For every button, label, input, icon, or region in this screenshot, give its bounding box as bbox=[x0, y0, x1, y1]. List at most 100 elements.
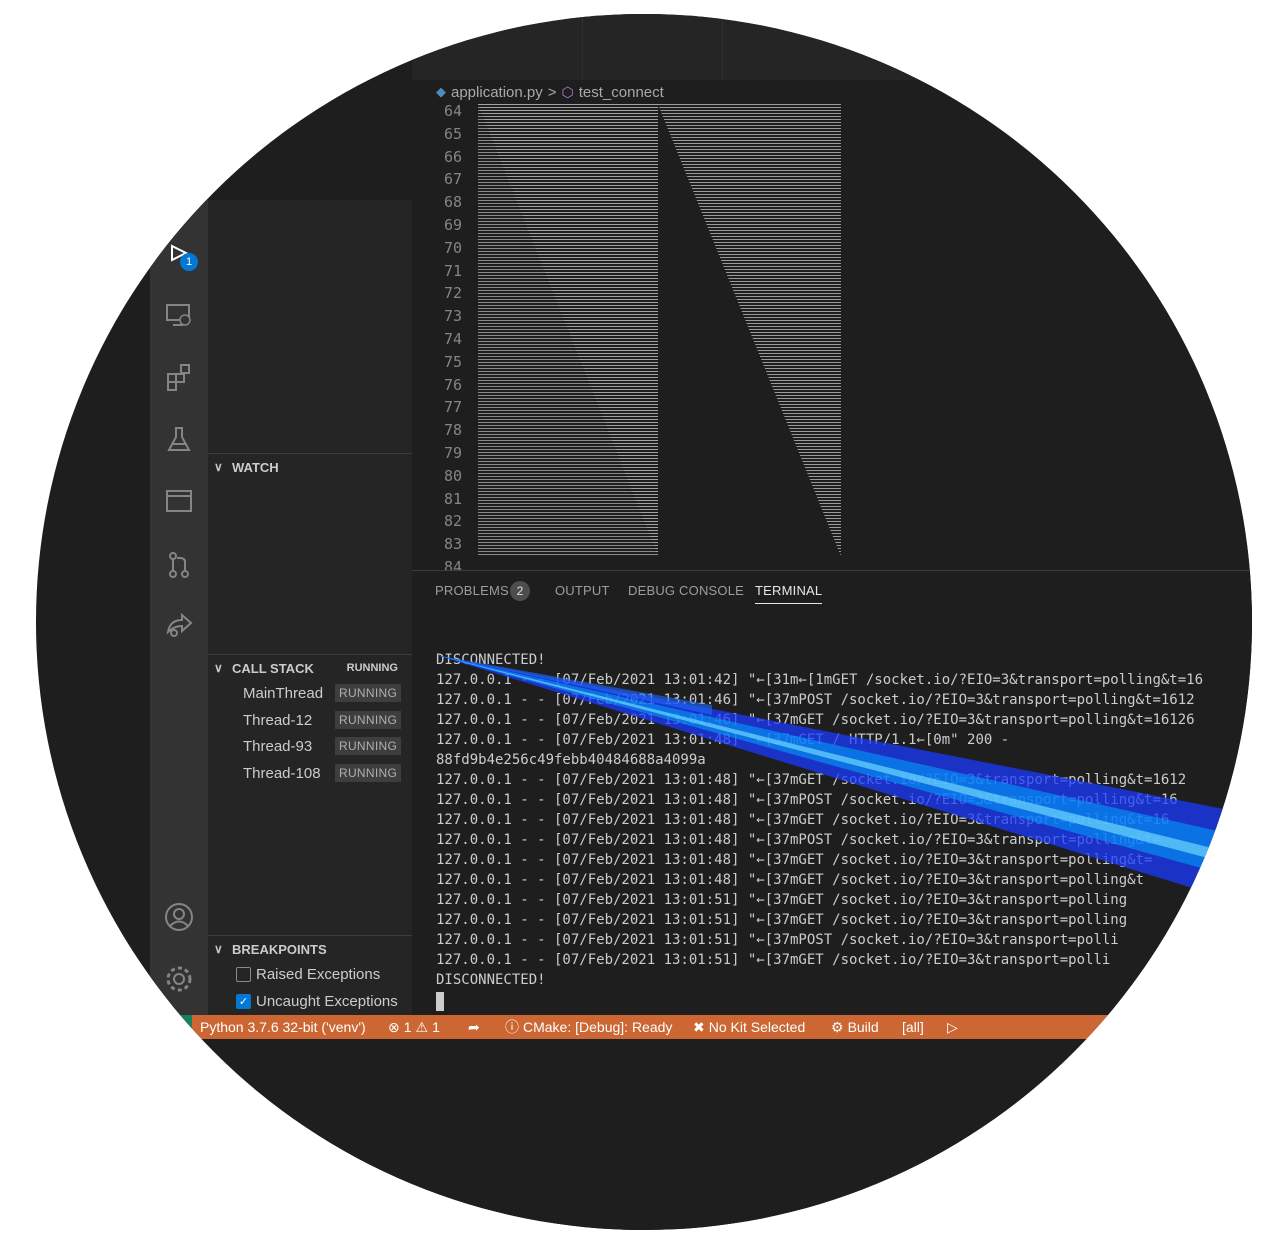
terminal-line: 127.0.0.1 - - [07/Feb/2021 13:01:42] "←[… bbox=[436, 672, 1204, 688]
thread-row[interactable]: MainThread RUNNING bbox=[208, 680, 412, 706]
debug-badge: 1 bbox=[180, 253, 198, 271]
live-share-icon[interactable] bbox=[162, 608, 196, 642]
breadcrumb-symbol[interactable]: test_connect bbox=[578, 83, 664, 101]
info-icon: ⓘ bbox=[505, 1019, 519, 1035]
terminal-line: 127.0.0.1 - - [07/Feb/2021 13:01:51] "←[… bbox=[436, 932, 1119, 948]
line-number: 75 bbox=[443, 352, 462, 371]
remote-explorer-icon[interactable] bbox=[162, 298, 196, 332]
chevron-down-icon: ∨ bbox=[214, 661, 223, 675]
thread-state: RUNNING bbox=[335, 711, 402, 729]
line-number: 77 bbox=[443, 398, 462, 417]
tab-problems[interactable]: PROBLEMS bbox=[435, 583, 509, 598]
thread-name: MainThread bbox=[243, 684, 324, 702]
line-number: 70 bbox=[443, 238, 462, 257]
breakpoints-title: BREAKPOINTS bbox=[232, 941, 327, 957]
editor-tab-strip bbox=[412, 14, 1252, 80]
terminal-line: 127.0.0.1 - - [07/Feb/2021 13:01:51] "←[… bbox=[436, 952, 1111, 968]
call-stack-section-header[interactable]: ∨ CALL STACK RUNNING bbox=[208, 654, 412, 681]
panel-tab-bar bbox=[412, 570, 1252, 616]
line-number: 69 bbox=[443, 216, 462, 234]
run-debug-icon[interactable] bbox=[162, 236, 196, 270]
python-file-icon: ◆ bbox=[436, 84, 446, 99]
breakpoint-raised-exceptions[interactable]: Raised Exceptions bbox=[208, 961, 412, 987]
chevron-down-icon: ∨ bbox=[214, 942, 223, 956]
line-number: 80 bbox=[443, 466, 462, 485]
breadcrumb: ◆ application.py > ⬡ test_connect bbox=[436, 80, 664, 104]
line-number: 68 bbox=[443, 193, 462, 212]
debug-sidebar bbox=[208, 200, 412, 1015]
error-icon: ⊗ bbox=[388, 1018, 400, 1035]
line-number: 76 bbox=[443, 375, 462, 394]
thread-row[interactable]: Thread-108 RUNNING bbox=[208, 760, 412, 786]
thread-name: Thread-108 bbox=[243, 764, 321, 782]
terminal-line: 127.0.0.1 - - [07/Feb/2021 13:01:48] "←[… bbox=[436, 812, 1170, 828]
line-number: 82 bbox=[443, 512, 462, 531]
glitched-code-area bbox=[478, 104, 841, 555]
line-number: 65 bbox=[443, 124, 462, 143]
cmake-status[interactable]: ⓘ CMake: [Debug]: Ready bbox=[505, 1015, 672, 1039]
chevron-right-icon: > bbox=[547, 83, 557, 101]
breakpoint-uncaught-exceptions[interactable]: ✓ Uncaught Exceptions bbox=[208, 988, 412, 1014]
error-count: 1 bbox=[403, 1019, 412, 1035]
thread-state: RUNNING bbox=[335, 764, 402, 782]
terminal-line: 127.0.0.1 - - [07/Feb/2021 13:01:48] "←[… bbox=[436, 732, 1010, 748]
remote-indicator[interactable] bbox=[150, 1015, 192, 1039]
line-number: 73 bbox=[443, 307, 462, 326]
thread-name: Thread-93 bbox=[243, 737, 313, 755]
watch-section-header[interactable]: ∨ WATCH bbox=[208, 453, 412, 480]
terminal-line: 127.0.0.1 - - [07/Feb/2021 13:01:48] "←[… bbox=[436, 832, 1161, 848]
thread-state: RUNNING bbox=[335, 684, 402, 702]
terminal-line: 127.0.0.1 - - [07/Feb/2021 13:01:51] "←[… bbox=[436, 892, 1128, 908]
settings-gear-icon[interactable] bbox=[162, 962, 196, 996]
live-share-status-icon[interactable]: ➦ bbox=[468, 1018, 480, 1035]
activity-bar bbox=[150, 200, 208, 1015]
python-interpreter[interactable]: Python 3.7.6 32-bit ('venv') bbox=[200, 1019, 366, 1035]
breadcrumb-file[interactable]: application.py bbox=[451, 83, 543, 101]
warning-icon: ⚠ bbox=[415, 1018, 429, 1035]
tab-terminal[interactable]: TERMINAL bbox=[755, 583, 823, 604]
call-stack-state: RUNNING bbox=[346, 662, 398, 674]
terminal-line: 127.0.0.1 - - [07/Feb/2021 13:01:48] "←[… bbox=[436, 772, 1187, 788]
line-number: 72 bbox=[443, 284, 462, 303]
tab-debug-console[interactable]: DEBUG CONSOLE bbox=[628, 583, 745, 598]
run-icon[interactable]: ▷ bbox=[947, 1018, 958, 1035]
window-icon[interactable] bbox=[162, 484, 196, 518]
thread-row[interactable]: Thread-93 RUNNING bbox=[208, 733, 412, 759]
method-cube-icon: ⬡ bbox=[561, 83, 574, 100]
extensions-icon[interactable] bbox=[162, 360, 196, 394]
terminal-line: 88fd9b4e256c49febb40484688a4099a bbox=[436, 752, 706, 768]
kit-status[interactable]: ✖ No Kit Selected bbox=[693, 1015, 805, 1039]
thread-row[interactable]: Thread-12 RUNNING bbox=[208, 707, 412, 733]
source-control-icon[interactable] bbox=[162, 548, 196, 582]
line-number: 64 bbox=[443, 102, 462, 120]
terminal-line: DISCONNECTED! bbox=[436, 652, 546, 668]
line-number: 81 bbox=[443, 489, 462, 508]
terminal-line: 127.0.0.1 - - [07/Feb/2021 13:01:48] "←[… bbox=[436, 852, 1153, 868]
build-target[interactable]: [all] bbox=[902, 1019, 924, 1035]
account-icon[interactable] bbox=[162, 900, 196, 934]
build-label: Build bbox=[847, 1019, 879, 1035]
watch-title: WATCH bbox=[232, 459, 279, 475]
breakpoints-section-header[interactable]: ∨ BREAKPOINTS bbox=[208, 935, 412, 962]
status-bar: Python 3.7.6 32-bit ('venv') ⊗ 1 ⚠ 1 ➦ ⓘ… bbox=[150, 1015, 1252, 1039]
terminal-cursor bbox=[436, 992, 444, 1011]
terminal-line: 127.0.0.1 - - [07/Feb/2021 13:01:48] "←[… bbox=[436, 792, 1178, 808]
vscode-window-circle: 1 ∨ WATCH ∨ CALL STACK RUNNING MainThrea… bbox=[36, 14, 1252, 1230]
warning-count: 1 bbox=[432, 1019, 440, 1035]
testing-icon[interactable] bbox=[162, 422, 196, 456]
line-number: 74 bbox=[443, 330, 462, 348]
problems-count-badge: 2 bbox=[510, 581, 530, 601]
terminal-line: DISCONNECTED! bbox=[436, 972, 546, 988]
line-number: 83 bbox=[443, 535, 462, 554]
checkbox[interactable] bbox=[236, 966, 251, 982]
tab-output[interactable]: OUTPUT bbox=[555, 583, 610, 598]
build-button[interactable]: ⚙ Build bbox=[831, 1015, 879, 1039]
terminal-line: 127.0.0.1 - - [07/Feb/2021 13:01:46] "←[… bbox=[436, 712, 1195, 728]
checkbox-checked[interactable]: ✓ bbox=[236, 993, 251, 1009]
terminal-line: 127.0.0.1 - - [07/Feb/2021 13:01:51] "←[… bbox=[436, 912, 1128, 928]
call-stack-title: CALL STACK bbox=[232, 660, 314, 676]
gear-icon: ⚙ bbox=[831, 1018, 844, 1035]
breakpoint-label: Uncaught Exceptions bbox=[256, 992, 398, 1010]
terminal-line: 127.0.0.1 - - [07/Feb/2021 13:01:46] "←[… bbox=[436, 692, 1195, 708]
problems-status[interactable]: ⊗ 1 ⚠ 1 bbox=[388, 1015, 440, 1039]
